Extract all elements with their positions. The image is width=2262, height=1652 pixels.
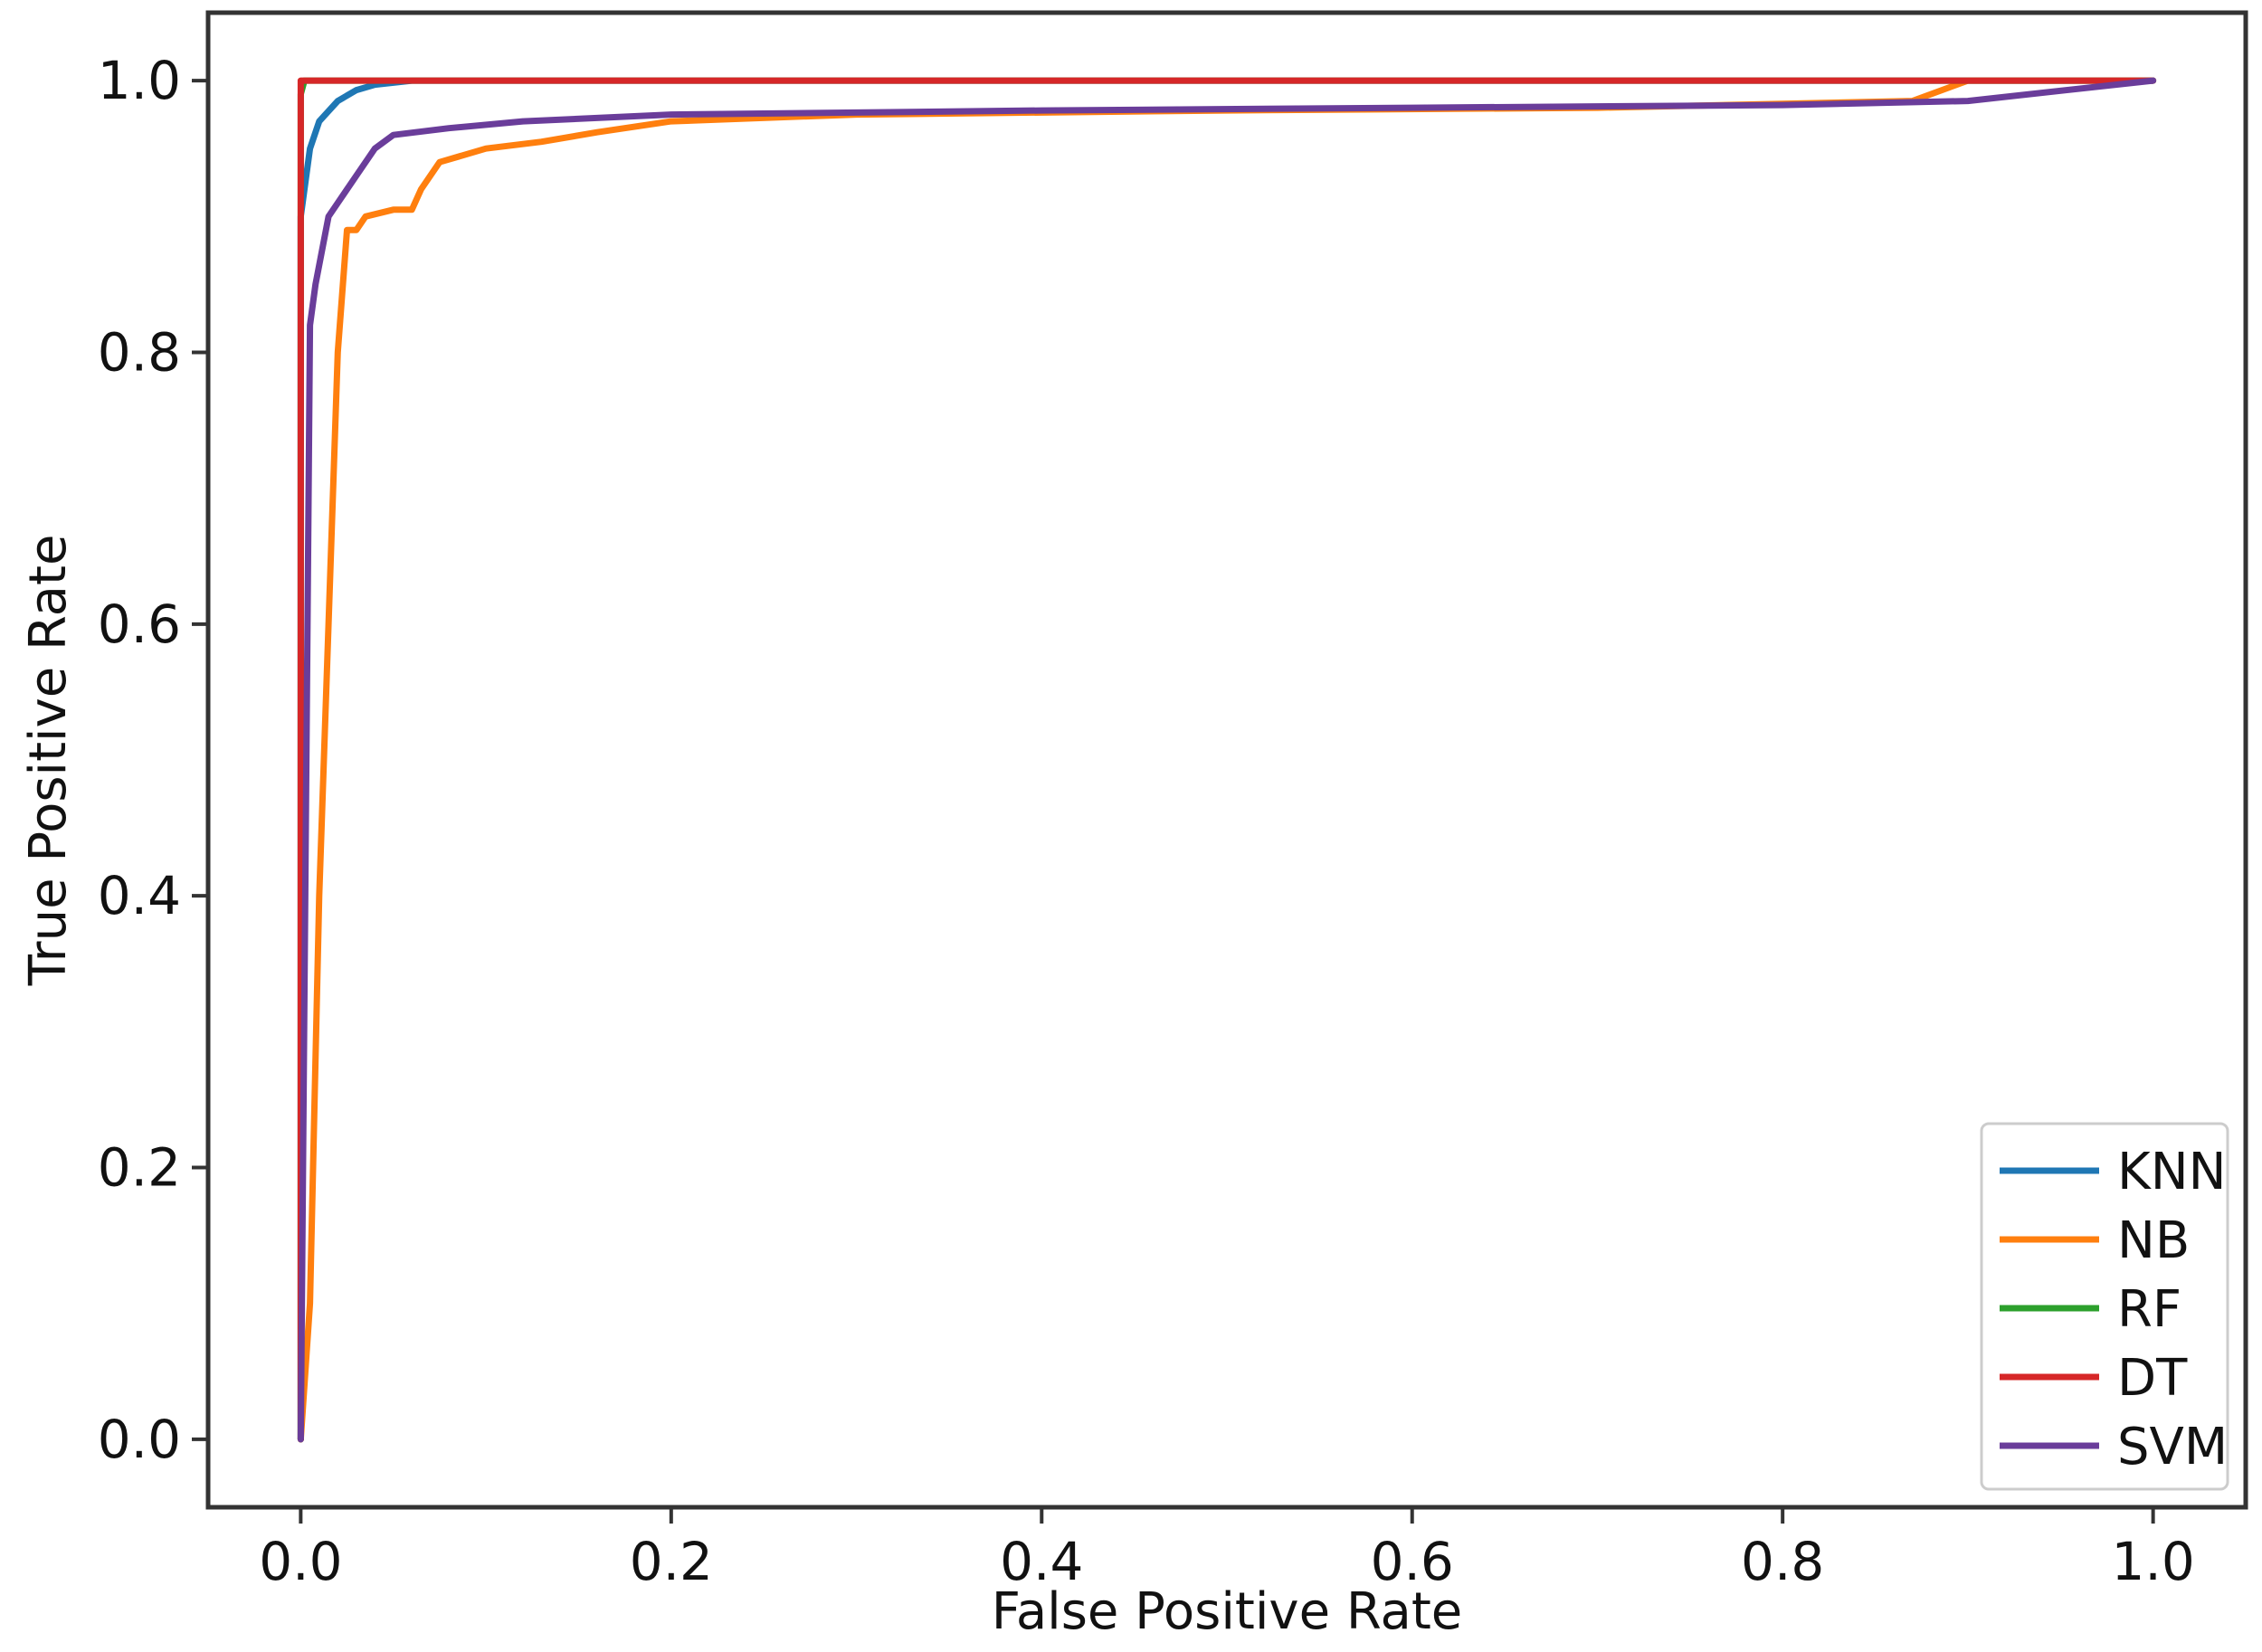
- series-line-svm: [297, 77, 2157, 1443]
- y-axis-ticks: 0.0 0.2 0.4 0.6 0.8 1.0: [98, 50, 208, 1470]
- x-tick-label: 1.0: [2112, 1531, 2195, 1592]
- x-tick-label: 0.2: [630, 1531, 713, 1592]
- legend-label-rf: RF: [2117, 1280, 2181, 1339]
- legend-label-knn: KNN: [2117, 1143, 2227, 1201]
- y-tick-label: 0.4: [98, 865, 181, 926]
- legend-box: [1980, 1122, 2229, 1491]
- x-tick-label: 0.0: [259, 1531, 342, 1592]
- y-tick-label: 0.2: [98, 1137, 181, 1199]
- legend-label-dt: DT: [2117, 1349, 2188, 1408]
- legend-label-svm: SVM: [2117, 1418, 2228, 1476]
- x-axis-ticks: 0.0 0.2 0.4 0.6 0.8 1.0: [259, 1507, 2195, 1592]
- y-tick-label: 0.6: [98, 593, 181, 655]
- plot-frame: [205, 10, 2248, 1510]
- y-tick-label: 0.0: [98, 1409, 181, 1470]
- y-axis-label: True Positive Rate: [19, 535, 78, 987]
- legend: KNN NB RF DT SVM: [1980, 1122, 2229, 1491]
- y-tick-label: 0.8: [98, 321, 181, 383]
- x-tick-label: 0.6: [1371, 1531, 1454, 1592]
- x-tick-label: 0.8: [1741, 1531, 1824, 1592]
- x-axis-label: False Positive Rate: [992, 1582, 1462, 1641]
- x-tick-label: 0.4: [1000, 1531, 1083, 1592]
- series-line-dt: [297, 77, 2157, 1443]
- legend-label-nb: NB: [2117, 1211, 2190, 1270]
- y-tick-label: 1.0: [98, 50, 181, 111]
- series-layer: [297, 77, 2157, 1443]
